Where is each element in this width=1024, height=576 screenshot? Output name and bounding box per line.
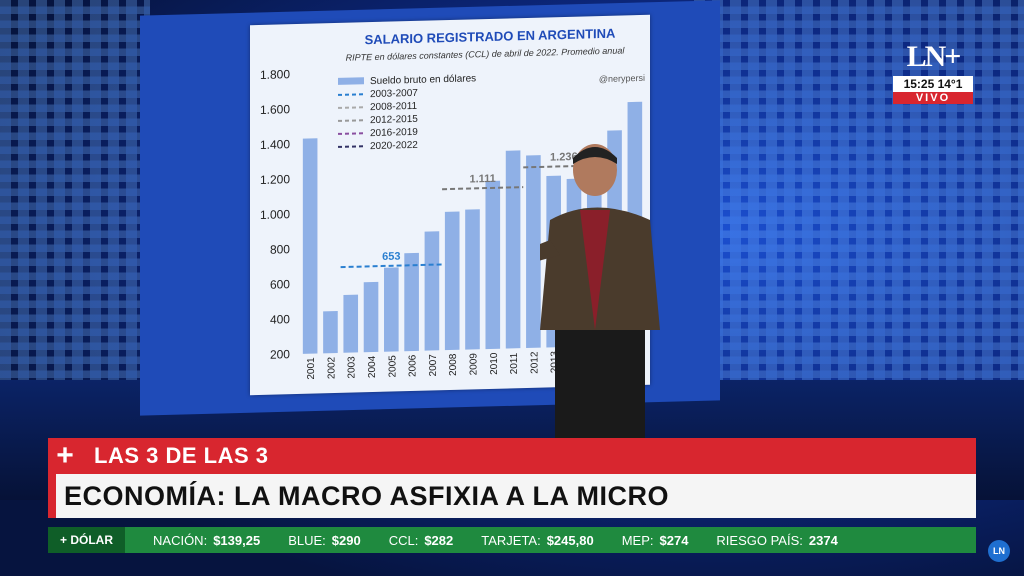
- ticker-item: RIESGO PAÍS: 2374: [716, 533, 837, 548]
- legend-swatch: [338, 132, 364, 135]
- period-average-line: [442, 186, 524, 191]
- ticker-label: NACIÓN:: [153, 532, 208, 548]
- section-bar: + LAS 3 DE LAS 3: [48, 438, 976, 474]
- bar: [485, 180, 501, 350]
- lower-third: + LAS 3 DE LAS 3 ECONOMÍA: LA MACRO ASFI…: [48, 438, 976, 518]
- bar: [384, 267, 399, 352]
- y-tick-label: 600: [270, 277, 290, 292]
- ticker-value: $290: [331, 532, 361, 548]
- headline: ECONOMÍA: LA MACRO ASFIXIA A LA MICRO: [64, 480, 669, 511]
- x-tick-label: 2001: [306, 357, 317, 380]
- ticker-item: CCL: $282: [389, 533, 454, 548]
- legend-swatch: [338, 106, 364, 109]
- legend-label: 2020-2022: [370, 140, 418, 152]
- bar: [323, 310, 338, 354]
- legend-swatch: [338, 145, 364, 148]
- ticker-label: TARJETA:: [481, 532, 541, 548]
- ticker-label: BLUE:: [288, 532, 326, 548]
- currency-ticker: + DÓLAR NACIÓN: $139,25 BLUE: $290 CCL: $28…: [48, 527, 976, 553]
- bar: [424, 231, 440, 351]
- legend-label: 2008-2011: [370, 101, 418, 113]
- bar: [404, 252, 419, 352]
- bar: [343, 294, 359, 353]
- y-tick-label: 400: [270, 312, 290, 327]
- x-tick-label: 2005: [387, 355, 398, 378]
- y-tick-label: 1.000: [260, 207, 290, 222]
- y-tick-label: 1.200: [260, 172, 290, 187]
- y-tick-label: 1.400: [260, 137, 290, 152]
- x-tick-label: 2007: [428, 354, 439, 377]
- ticker-value: $274: [659, 532, 689, 548]
- channel-logo: LN+ 15:25 14°1 VIVO: [893, 40, 973, 104]
- bar: [526, 155, 541, 349]
- legend-label: 2003-2007: [370, 88, 418, 100]
- y-tick-label: 800: [270, 242, 290, 257]
- period-average-line: [340, 263, 443, 269]
- bar: [505, 150, 521, 349]
- bar: [363, 281, 379, 353]
- x-tick-label: 2011: [509, 352, 520, 374]
- x-tick-label: 2003: [347, 356, 358, 379]
- legend-label: 2012-2015: [370, 114, 418, 126]
- time-temperature: 15:25 14°1: [893, 76, 973, 92]
- x-tick-label: 2004: [367, 355, 378, 378]
- x-tick-label: 2012: [529, 351, 540, 374]
- ticker-value: 2374: [808, 532, 838, 548]
- legend-swatch: [338, 119, 364, 122]
- bar: [444, 211, 460, 351]
- x-tick-label: 2002: [326, 356, 337, 379]
- headline-bar: ECONOMÍA: LA MACRO ASFIXIA A LA MICRO: [48, 474, 976, 518]
- period-average-label: 1.111: [469, 173, 495, 186]
- legend-swatch: [338, 77, 364, 85]
- legend-swatch: [338, 93, 364, 96]
- period-average-label: 653: [382, 251, 400, 263]
- plus-icon: +: [56, 439, 74, 472]
- ticker-label: MEP:: [621, 532, 654, 548]
- x-tick-label: 2006: [408, 354, 419, 377]
- y-tick-label: 1.600: [260, 102, 290, 117]
- ticker-item: NACIÓN: $139,25: [153, 533, 260, 548]
- x-tick-label: 2009: [469, 353, 480, 376]
- x-tick-label: 2008: [448, 353, 459, 376]
- ticker-value: $245,80: [546, 532, 594, 548]
- ticker-label: CCL:: [388, 532, 419, 548]
- period-average-label: 1.236: [550, 151, 578, 164]
- ln-corner-badge: LN: [988, 540, 1010, 562]
- ticker-value: $282: [424, 532, 454, 548]
- ticker-tag: + DÓLAR: [48, 527, 126, 553]
- ticker-value: $139,25: [213, 532, 261, 548]
- bar: [302, 138, 318, 354]
- presenter: [540, 144, 660, 440]
- twitter-handle: @nerypersi: [599, 73, 645, 84]
- bar: [465, 209, 480, 350]
- ticker-item: MEP: $274: [622, 533, 689, 548]
- ticker-item: BLUE: $290: [288, 533, 361, 548]
- legend-label: 2016-2019: [370, 127, 418, 139]
- legend-label: Sueldo bruto en dólares: [370, 73, 476, 87]
- section-label: LAS 3 DE LAS 3: [94, 443, 269, 468]
- x-tick-label: 2010: [489, 352, 500, 375]
- ticker-label: RIESGO PAÍS:: [716, 532, 803, 548]
- live-badge: VIVO: [893, 92, 973, 104]
- ticker-item: TARJETA: $245,80: [481, 533, 593, 548]
- ln-plus-logo: LN+: [906, 40, 962, 73]
- y-tick-label: 200: [270, 347, 290, 362]
- y-tick-label: 1.800: [260, 67, 290, 82]
